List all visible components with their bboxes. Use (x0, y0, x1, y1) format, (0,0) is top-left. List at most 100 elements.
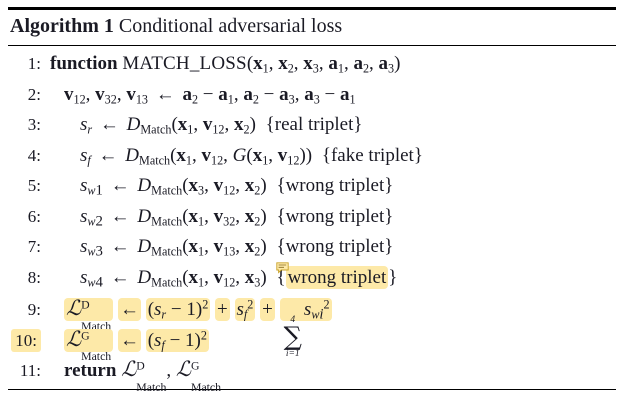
line-number: 1: (27, 54, 41, 73)
minus-op: − (169, 329, 181, 351)
sub-12: 12 (211, 152, 224, 167)
line-content: sw2 ← DMatch(x1, v32, x2) {wrong triplet… (50, 202, 393, 233)
line-number: 2: (27, 84, 41, 104)
var-x: x (177, 114, 188, 135)
sub-match: Match (81, 319, 112, 333)
loss-symbol: ℒ (66, 296, 82, 320)
sub-2: 2 (191, 91, 199, 106)
sub-1: 1 (185, 152, 192, 167)
sub-2: 2 (254, 244, 261, 259)
brace-close: } (384, 175, 394, 196)
minus-op: − (202, 83, 214, 105)
sub-3: 3 (198, 183, 205, 198)
comma: , (192, 144, 197, 166)
summation-term: 4 ∑ i=1 swi2 (279, 298, 332, 358)
loss-symbol: ℒ (121, 357, 137, 381)
brace-open: { (276, 236, 286, 257)
paren-close: ) (305, 144, 313, 166)
var-x: x (244, 205, 255, 227)
line-content: ℒ D Match ← (sr − 1)2 + sf2 + 4 ∑ i=1 swi2 (50, 293, 332, 359)
comment-text: wrong triplet (285, 205, 385, 227)
sub-f: f (243, 307, 248, 322)
paren-open: ( (147, 329, 155, 351)
loss-g-term: ℒ G Match (64, 326, 114, 363)
line-number: 5: (27, 176, 41, 195)
paren-open: ( (147, 299, 155, 320)
line-number: 7: (27, 237, 41, 256)
sub-match: Match (190, 380, 222, 394)
comma: , (224, 114, 230, 135)
rule-middle (8, 45, 616, 46)
keyword-function: function (50, 53, 118, 74)
paren-open: ( (182, 205, 189, 227)
line-content: sf ← DMatch(x1, v12, G(x1, v12)) {fake t… (50, 141, 423, 172)
minus-op: − (263, 83, 275, 105)
minus-op: − (170, 299, 182, 320)
comma: , (235, 205, 241, 227)
var-s: s (303, 299, 312, 320)
sub-13: 13 (223, 244, 236, 259)
brace-open: { (276, 266, 286, 288)
algorithm-line: 9: ℒ D Match ← (sr − 1)2 + sf2 + 4 ∑ i=1 swi2 (8, 293, 616, 358)
sub-w: w (87, 183, 96, 198)
var-x: x (188, 205, 199, 227)
sub-1: 1 (198, 274, 205, 289)
var-a: a (243, 83, 253, 105)
assign-arrow-icon: ← (98, 144, 118, 166)
minus-op: − (324, 83, 336, 105)
paren-open: ( (246, 144, 253, 166)
sub-2: 2 (362, 61, 370, 76)
paren-close: ) (260, 205, 267, 227)
paren-close: ) (260, 266, 267, 288)
loss-symbol: ℒ (66, 326, 82, 351)
var-v: v (95, 83, 105, 105)
sub-3: 3 (388, 61, 395, 76)
discriminator-D: D (137, 266, 152, 288)
sub-12: 12 (287, 152, 300, 167)
var-x: x (252, 144, 263, 166)
algorithm-line: 2: v12, v32, v13 ← a2 − a1, a2 − a3, a3 … (8, 80, 616, 111)
line-content: ℒ G Match ← (sf − 1)2 (50, 324, 209, 363)
comma: , (204, 175, 209, 196)
brace-close: } (353, 114, 363, 135)
var-s: s (154, 299, 162, 320)
algorithm-body: 1: function MATCH_LOSS(x1, x2, x3, a1, a… (8, 46, 616, 393)
comma: , (268, 144, 274, 166)
sub-13: 13 (135, 91, 148, 106)
var-x: x (303, 53, 313, 74)
sub-2: 2 (254, 213, 261, 228)
paren-close: ) (394, 53, 401, 74)
var-s: s (236, 299, 244, 320)
var-x: x (188, 266, 199, 288)
sub-match: Match (81, 350, 112, 364)
comma: , (204, 266, 209, 288)
assign-arrow-icon: ← (117, 328, 141, 352)
brace-open: { (265, 114, 275, 135)
comment-text: wrong triplet (285, 175, 385, 196)
sub-1: 1 (262, 61, 269, 76)
sub-match: Match (151, 244, 183, 259)
sup-G: G (190, 359, 200, 373)
var-s: s (154, 329, 162, 351)
sup-D: D (81, 298, 90, 312)
sub-1: 1 (198, 244, 205, 259)
comma: , (343, 53, 349, 74)
comma: , (293, 53, 299, 74)
var-x: x (244, 175, 255, 196)
sub-32: 32 (223, 213, 236, 228)
algorithm-line: 5: sw1 ← DMatch(x3, v12, x2) {wrong trip… (8, 171, 616, 202)
sub-1: 1 (262, 152, 269, 167)
var-a: a (279, 83, 289, 105)
sub-12: 12 (223, 183, 236, 198)
keyword-return: return (64, 360, 117, 381)
comment-note-icon[interactable] (276, 254, 290, 274)
sub-3: 3 (95, 243, 103, 260)
var-v: v (213, 236, 224, 257)
var-x: x (234, 114, 244, 135)
var-v: v (277, 144, 288, 166)
var-s: s (80, 236, 88, 257)
algorithm-line: 8: sw4 ← DMatch(x1, v12, x3) {wrong trip… (8, 261, 616, 294)
sub-1: 1 (349, 91, 356, 106)
sub-r: r (87, 122, 93, 137)
var-v: v (64, 83, 74, 105)
